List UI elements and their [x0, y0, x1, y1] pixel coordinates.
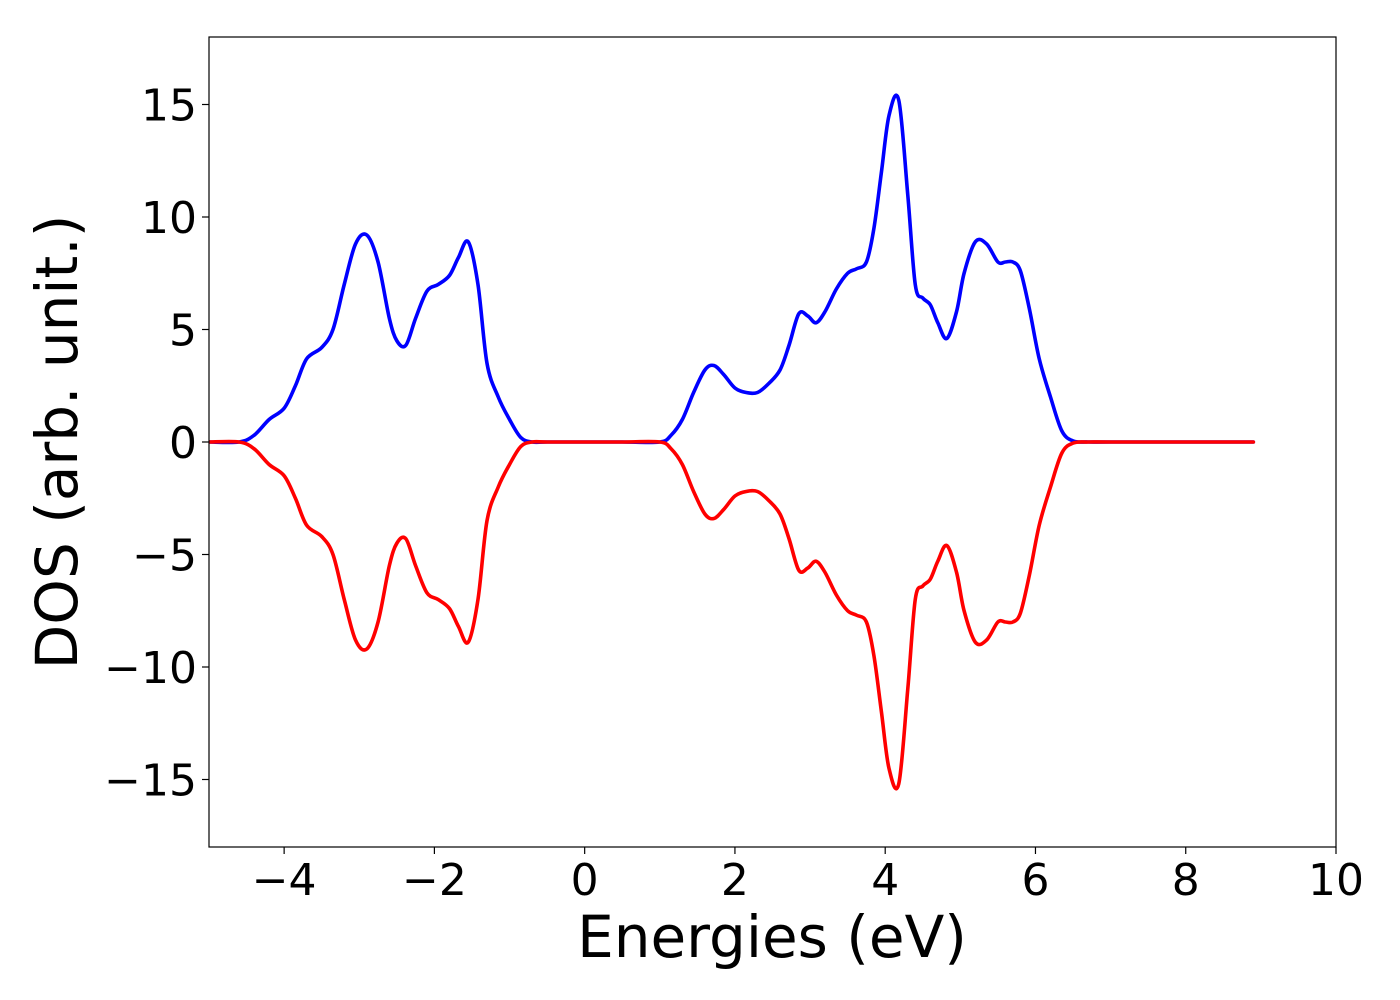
x-tick-label: 8: [1172, 855, 1200, 906]
y-tick-label: 0: [169, 418, 197, 469]
x-tick-label: 10: [1308, 855, 1364, 906]
x-tick-label: 4: [871, 855, 899, 906]
x-tick-label: −2: [402, 855, 467, 906]
x-tick-label: 2: [721, 855, 749, 906]
y-axis-ticks: −15 −10 −5 0 5 10 15: [104, 81, 209, 807]
spin-up-dos-line: [209, 93, 1256, 445]
spin-down-dos-line: [209, 439, 1256, 791]
x-tick-label: 6: [1021, 855, 1049, 906]
y-tick-label: 10: [141, 193, 197, 244]
x-axis-ticks: −4 −2 0 2 4 6 8 10: [252, 847, 1364, 906]
y-tick-label: −10: [104, 643, 197, 694]
y-tick-label: 15: [141, 81, 197, 132]
x-axis-label: Energies (eV): [577, 903, 967, 971]
y-tick-label: 5: [169, 306, 197, 357]
y-tick-label: −5: [132, 531, 197, 582]
x-tick-label: 0: [571, 855, 599, 906]
y-tick-label: −15: [104, 756, 197, 807]
x-tick-label: −4: [252, 855, 317, 906]
y-axis-label: DOS (arb. unit.): [23, 215, 91, 670]
series-layer: [209, 93, 1256, 791]
